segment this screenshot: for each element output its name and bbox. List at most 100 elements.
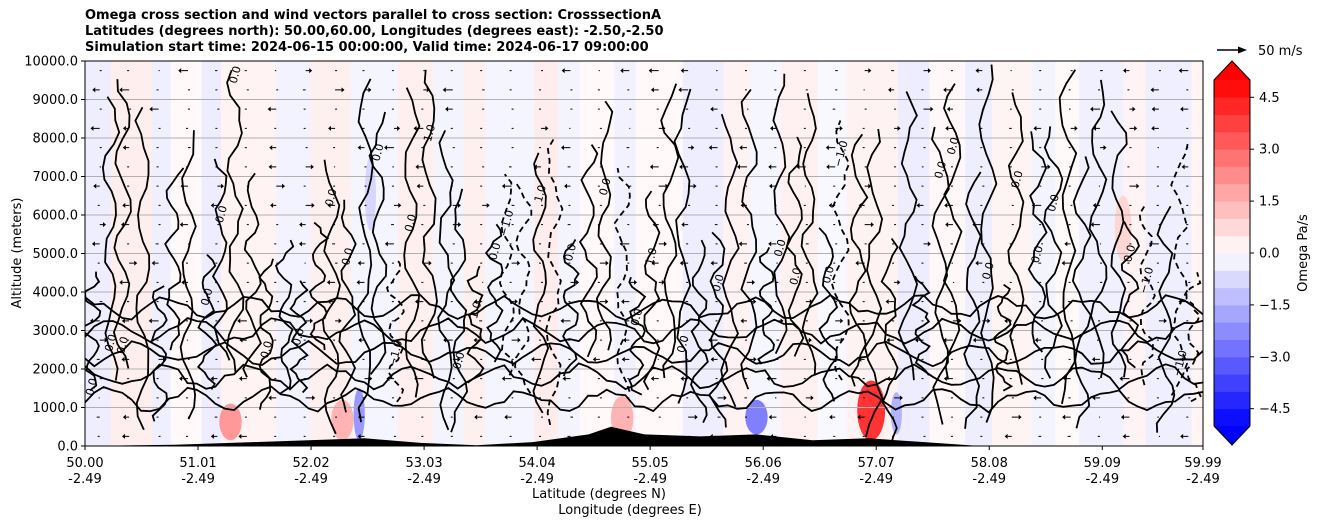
wind-vector-head	[1063, 376, 1067, 382]
wind-vector-head	[753, 356, 757, 362]
colorbar-tick-label: 3.0	[1259, 143, 1280, 158]
contour-label: 0.0	[290, 327, 307, 347]
wind-vector-head	[691, 145, 695, 151]
contour-label: 0.0	[787, 266, 804, 286]
wind-vector-head	[605, 299, 609, 305]
wind-vector-head	[1090, 222, 1094, 228]
wind-vector-head	[179, 222, 183, 228]
wind-vector-head	[122, 202, 126, 208]
contour-line	[978, 64, 998, 423]
y-tick-label: 5000.0	[33, 247, 79, 262]
wind-vector-head	[858, 356, 862, 362]
wind-vector-head	[151, 260, 155, 266]
wind-vector-head	[473, 299, 477, 305]
wind-vector-head	[652, 222, 656, 228]
wind-vector-head	[681, 222, 685, 228]
wind-vector-head	[1181, 164, 1185, 170]
wind-vector-head	[914, 337, 918, 343]
contour-label: 0.0	[710, 273, 727, 293]
wind-vector-head	[312, 395, 316, 401]
wind-vector-head	[517, 337, 521, 343]
contour-line	[164, 167, 185, 351]
contour-line	[673, 88, 692, 404]
contour-line	[242, 172, 262, 378]
wind-vector-head	[357, 145, 361, 151]
wind-vector-head	[943, 337, 947, 343]
contour-line	[1155, 205, 1176, 433]
wind-vector-head	[1180, 433, 1184, 439]
contour-label: 0.0	[980, 261, 997, 281]
wind-vector-head	[810, 395, 814, 401]
wind-vector-head	[826, 164, 830, 170]
wind-vector-head	[564, 183, 568, 189]
negative-omega-region	[890, 392, 902, 435]
wind-vector-head	[897, 125, 901, 131]
wind-vector-head	[665, 183, 669, 189]
wind-vector-head	[397, 125, 401, 131]
contour-line	[449, 188, 469, 433]
positive-omega-region	[331, 399, 354, 441]
contour-line	[437, 130, 456, 431]
contour-line	[321, 159, 341, 435]
wind-vector-head	[1031, 202, 1035, 208]
y-tick-label: 7000.0	[33, 170, 79, 185]
wind-vector-head	[621, 299, 625, 305]
wind-vector-head	[1092, 395, 1096, 401]
contour-label: 0.0	[213, 204, 230, 224]
wind-vector-head	[121, 318, 125, 324]
y-tick-label: 6000.0	[33, 209, 79, 224]
wind-vector-head	[298, 241, 302, 247]
x-tick-label-lon: -2.49	[407, 472, 441, 487]
wind-vector-head	[457, 202, 461, 208]
wind-vector-head	[808, 337, 812, 343]
contour-line	[85, 385, 1203, 414]
x-tick-label-lon: -2.49	[294, 472, 328, 487]
wind-vector-head	[561, 68, 565, 74]
colorbar-level	[1214, 391, 1250, 410]
wind-vector-head	[413, 125, 417, 131]
negative-contour-line	[545, 136, 564, 426]
contour-line	[993, 283, 1014, 392]
wind-vector-head	[739, 145, 743, 151]
wind-vector-head	[770, 125, 774, 131]
wind-vector-head	[341, 87, 345, 93]
contour-line	[800, 93, 819, 376]
wind-vector-head	[426, 87, 430, 93]
x-tick-label-lat: 58.08	[971, 456, 1008, 471]
colorbar-label: Omega Pa/s	[1296, 214, 1311, 292]
wind-vector-head	[945, 222, 949, 228]
colorbar-extend-max	[1214, 61, 1250, 80]
wind-vector-head	[416, 183, 420, 189]
contour-line	[466, 265, 485, 384]
wind-vector-head	[768, 164, 772, 170]
wind-vector-head	[474, 414, 478, 420]
wind-vector-head	[987, 318, 991, 324]
wind-vector-head	[650, 376, 654, 382]
colorbar-level	[1214, 322, 1250, 340]
wind-vector-head	[210, 376, 214, 382]
colorbar-level	[1214, 304, 1250, 323]
wind-vector-head	[122, 145, 126, 151]
x-tick-label-lat: 54.04	[519, 456, 556, 471]
quiver-key: 50 m/s	[1217, 44, 1303, 59]
wind-vector-head	[927, 241, 931, 247]
colorbar-tick-label: 0.0	[1259, 247, 1280, 262]
contour-label: 0.0	[675, 334, 692, 354]
wind-vector-head	[828, 202, 832, 208]
wind-vector-head	[501, 183, 505, 189]
contour-line	[85, 362, 1203, 391]
x-axis-label-longitude: Longitude (degrees E)	[558, 503, 702, 518]
colorbar-level	[1214, 408, 1250, 427]
wind-vector-head	[178, 68, 182, 74]
contour-line	[85, 293, 1203, 321]
wind-vector-head	[358, 337, 362, 343]
contour-line	[757, 246, 775, 365]
colorbar-tick-label: −4.5	[1259, 402, 1291, 417]
positive-omega-region	[219, 403, 242, 441]
contour-line	[1110, 110, 1128, 378]
wind-vector-head	[210, 202, 214, 208]
wind-vector-head	[946, 106, 950, 112]
colorbar-level	[1214, 287, 1250, 306]
wind-vector-head	[181, 279, 185, 285]
contour-label: 0.0	[562, 242, 579, 262]
